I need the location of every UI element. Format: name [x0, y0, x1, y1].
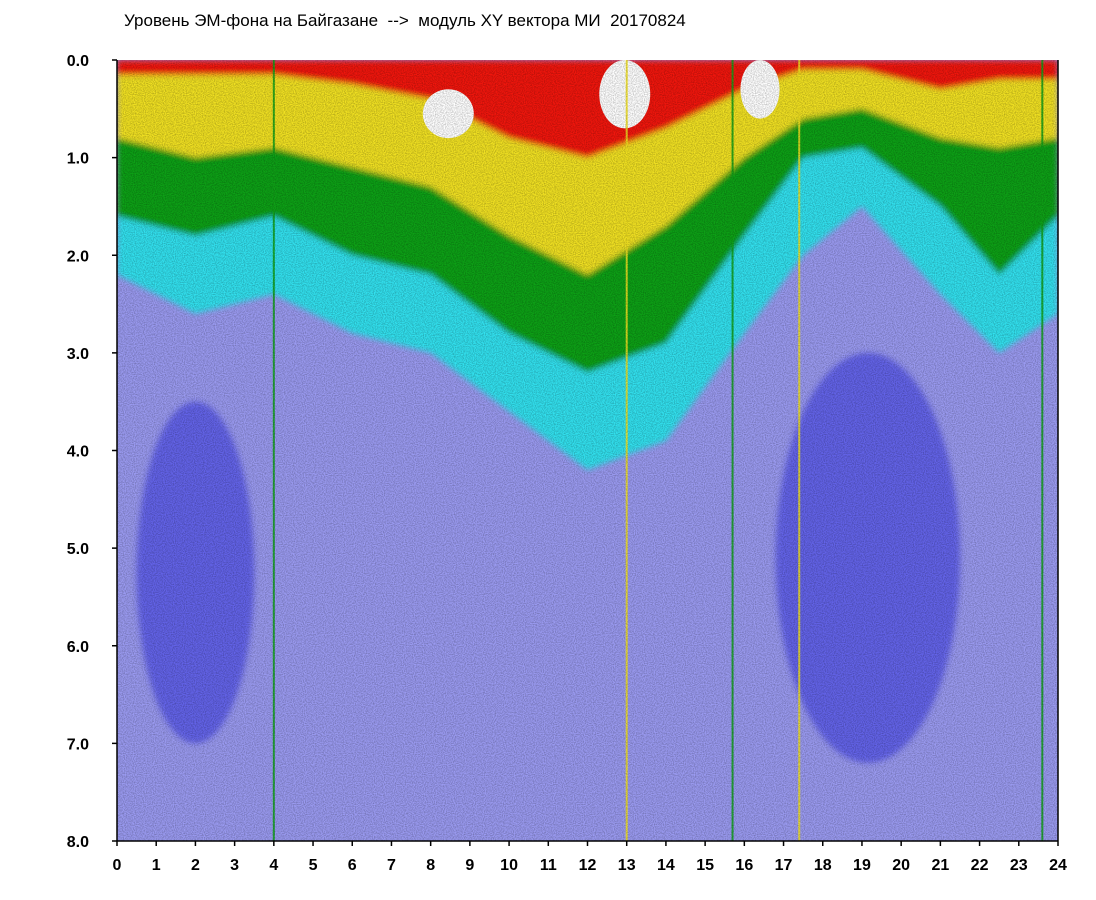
x-axis-ticks: 0 1 2 3 4 5 6 7 8 9 10 11 12 13 14 15 16 17 18 19 20 21 22 23 24 — [113, 841, 1067, 874]
x-tick-label: 24 — [1049, 857, 1067, 874]
chart-title: Уровень ЭМ-фона на Байгазане --> модуль … — [124, 11, 686, 30]
x-tick-label: 21 — [931, 857, 949, 874]
y-axis-ticks: 0.0 1.0 2.0 3.0 4.0 5.0 6.0 7.0 8.0 — [67, 53, 117, 851]
x-tick-label: 16 — [735, 857, 753, 874]
x-tick-label: 5 — [309, 857, 318, 874]
x-tick-label: 12 — [579, 857, 597, 874]
x-tick-label: 1 — [152, 857, 161, 874]
y-tick-label: 4.0 — [67, 444, 89, 461]
x-tick-label: 3 — [230, 857, 239, 874]
y-tick-label: 5.0 — [67, 541, 89, 558]
x-tick-label: 9 — [465, 857, 474, 874]
x-tick-label: 6 — [348, 857, 357, 874]
x-tick-label: 0 — [113, 857, 122, 874]
noise-texture — [117, 60, 1058, 841]
x-tick-label: 4 — [269, 857, 278, 874]
x-tick-label: 14 — [657, 857, 675, 874]
x-tick-label: 7 — [387, 857, 396, 874]
y-tick-label: 0.0 — [67, 53, 89, 70]
x-tick-label: 17 — [775, 857, 793, 874]
x-tick-label: 15 — [696, 857, 714, 874]
x-tick-label: 18 — [814, 857, 832, 874]
y-tick-label: 8.0 — [67, 834, 89, 851]
y-tick-label: 2.0 — [67, 248, 89, 265]
x-tick-label: 20 — [892, 857, 910, 874]
x-tick-label: 10 — [500, 857, 518, 874]
y-tick-label: 3.0 — [67, 346, 89, 363]
heatmap-area — [117, 60, 1058, 841]
x-tick-label: 22 — [971, 857, 989, 874]
x-tick-label: 2 — [191, 857, 200, 874]
y-tick-label: 1.0 — [67, 151, 89, 168]
y-tick-label: 7.0 — [67, 736, 89, 753]
x-tick-label: 23 — [1010, 857, 1028, 874]
x-tick-label: 13 — [618, 857, 636, 874]
y-tick-label: 6.0 — [67, 639, 89, 656]
x-tick-label: 8 — [426, 857, 435, 874]
x-tick-label: 19 — [853, 857, 871, 874]
x-tick-label: 11 — [540, 857, 557, 874]
